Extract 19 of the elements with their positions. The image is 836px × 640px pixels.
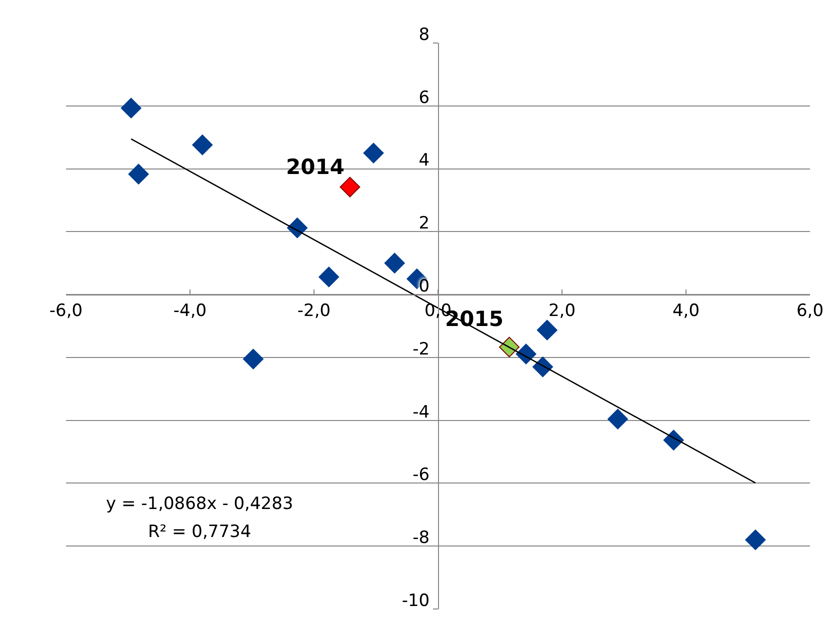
x-tick-label: -2,0 xyxy=(297,300,331,321)
y-tick-label: -4 xyxy=(412,402,430,422)
y-tick-label: -10 xyxy=(402,590,430,611)
y-tick-label: 2 xyxy=(418,214,430,234)
y-tick-label: 8 xyxy=(418,24,430,45)
y-tick-label: -6 xyxy=(412,465,430,486)
x-tick-label: 2,0 xyxy=(548,300,576,321)
annotation: 2014 xyxy=(286,155,344,179)
y-tick-label: 4 xyxy=(418,150,430,171)
x-tick-label: 4,0 xyxy=(672,300,700,321)
y-tick-label: 0 xyxy=(418,276,430,297)
x-tick-label: -4,0 xyxy=(173,300,207,321)
x-tick-label: 6,0 xyxy=(796,300,824,321)
annotation: y = -1,0868x - 0,4283 xyxy=(106,494,294,514)
y-tick-label: -2 xyxy=(412,339,430,360)
annotation: R² = 0,7734 xyxy=(148,522,252,542)
y-tick-label: -8 xyxy=(412,528,430,548)
y-tick-label: 6 xyxy=(418,88,430,108)
x-tick-label: -6,0 xyxy=(49,300,83,321)
